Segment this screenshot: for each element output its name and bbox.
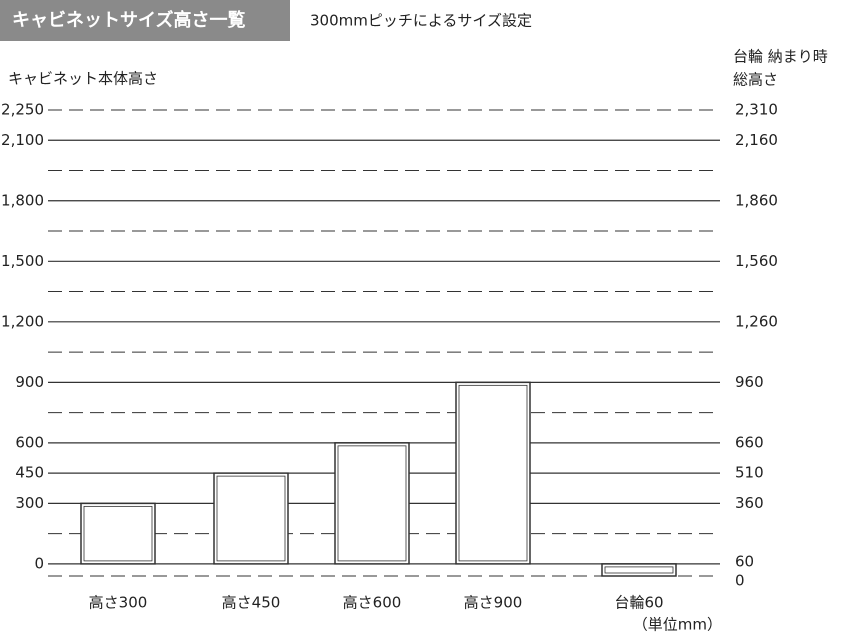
y2-tick-label: 60 (735, 552, 754, 570)
x-tick-label: 高さ600 (343, 594, 402, 612)
bar-inner (458, 384, 528, 562)
y2-tick-label: 1,260 (735, 312, 778, 330)
bar (601, 563, 677, 577)
y-tick-label: 2,250 (1, 101, 44, 119)
y2-tick-label: 510 (735, 464, 764, 482)
y-tick-label: 1,200 (1, 312, 44, 330)
y-tick-label: 900 (15, 373, 44, 391)
y2-tick-label: 2,310 (735, 101, 778, 119)
x-tick-label: 高さ300 (89, 594, 148, 612)
y2-tick-label: 360 (735, 494, 764, 512)
bar-inner (337, 445, 407, 562)
y-tick-label: 1,500 (1, 252, 44, 270)
y-tick-label: 600 (15, 433, 44, 451)
bar-inner (216, 475, 286, 562)
y2-tick-label: 2,160 (735, 131, 778, 149)
x-tick-label: 高さ450 (222, 594, 281, 612)
bar-inner (604, 566, 674, 574)
y-tick-label: 300 (15, 494, 44, 512)
y-tick-label: 0 (34, 554, 44, 572)
y2-tick-label: 1,560 (735, 252, 778, 270)
unit-note: （単位mm） (633, 616, 722, 634)
y2-tick-label: 0 (735, 572, 745, 590)
bar-inner (83, 505, 153, 562)
y2-axis-label: 総高さ (733, 71, 778, 89)
bar (455, 381, 531, 565)
header-box (0, 0, 290, 41)
y2-tick-label: 1,860 (735, 191, 778, 209)
bar (213, 472, 289, 565)
y-tick-label: 1,800 (1, 191, 44, 209)
x-tick-label: 高さ900 (464, 594, 523, 612)
x-tick-label: 台輪60 (614, 594, 663, 612)
y-tick-label: 2,100 (1, 131, 44, 149)
y-axis-label: キャビネット本体高さ (8, 70, 158, 88)
y-tick-label: 450 (15, 464, 44, 482)
bar (80, 502, 156, 565)
y2-tick-label: 960 (735, 373, 764, 391)
bar (334, 442, 410, 565)
y2-tick-label: 660 (735, 433, 764, 451)
chart-subtitle: 300mmピッチによるサイズ設定 (310, 12, 532, 30)
y2-axis-label: 台輪 納まり時 (733, 48, 828, 66)
chart-title: キャビネットサイズ高さ一覧 (12, 9, 245, 31)
